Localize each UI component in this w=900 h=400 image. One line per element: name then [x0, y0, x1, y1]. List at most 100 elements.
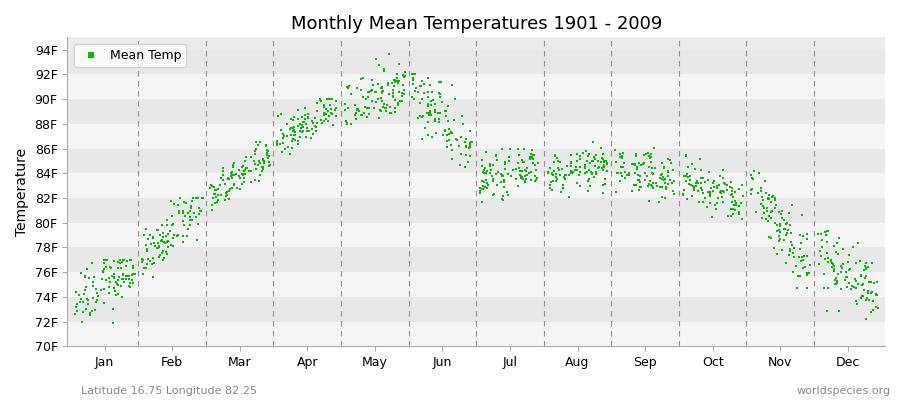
Point — [164, 242, 178, 249]
Point — [734, 216, 749, 222]
Point — [595, 164, 609, 171]
Point — [861, 287, 876, 294]
Point — [344, 91, 358, 97]
Point — [725, 185, 740, 192]
Point — [454, 134, 468, 140]
Point — [386, 86, 400, 93]
Point — [420, 110, 435, 116]
Point — [772, 233, 787, 239]
Point — [680, 164, 695, 170]
Point — [655, 194, 670, 200]
Point — [146, 274, 160, 280]
Bar — [68, 198, 885, 223]
Point — [248, 161, 262, 167]
Point — [137, 265, 151, 272]
Point — [115, 276, 130, 282]
Point — [579, 148, 593, 154]
Point — [869, 279, 884, 285]
Point — [499, 159, 513, 165]
Point — [503, 145, 517, 152]
Point — [237, 168, 251, 174]
Point — [251, 158, 266, 164]
Point — [646, 171, 661, 178]
Bar — [68, 322, 885, 346]
Point — [215, 172, 230, 178]
Point — [326, 122, 340, 128]
Point — [474, 163, 489, 170]
Point — [519, 172, 534, 178]
Point — [341, 105, 356, 111]
Point — [545, 178, 560, 184]
Y-axis label: Temperature: Temperature — [15, 148, 29, 236]
Point — [815, 237, 830, 243]
Point — [77, 273, 92, 280]
Point — [634, 172, 648, 179]
Point — [286, 132, 301, 138]
Point — [581, 151, 596, 157]
Point — [238, 158, 252, 164]
Point — [324, 110, 338, 116]
Point — [685, 193, 699, 199]
Point — [261, 148, 275, 154]
Point — [543, 165, 557, 171]
Point — [301, 111, 315, 118]
Point — [111, 265, 125, 271]
Point — [814, 253, 828, 259]
Bar — [68, 74, 885, 99]
Point — [109, 278, 123, 285]
Point — [616, 164, 631, 170]
Point — [724, 191, 739, 198]
Point — [216, 176, 230, 183]
Point — [712, 182, 726, 188]
Point — [287, 128, 302, 135]
Point — [636, 152, 651, 158]
Point — [627, 162, 642, 168]
Point — [663, 160, 678, 166]
Point — [496, 172, 510, 179]
Point — [210, 199, 224, 205]
Point — [704, 184, 718, 191]
Point — [596, 156, 610, 162]
Point — [147, 260, 161, 266]
Point — [259, 143, 274, 149]
Point — [260, 146, 274, 153]
Point — [97, 256, 112, 263]
Point — [734, 200, 748, 206]
Point — [117, 256, 131, 263]
Point — [445, 142, 459, 149]
Point — [824, 257, 838, 264]
Point — [119, 276, 133, 282]
Point — [753, 188, 768, 194]
Point — [388, 79, 402, 85]
Point — [856, 293, 870, 299]
Point — [205, 207, 220, 214]
Point — [213, 175, 228, 182]
Point — [234, 180, 248, 187]
Point — [448, 135, 463, 142]
Point — [374, 108, 389, 114]
Point — [366, 82, 381, 89]
Point — [709, 182, 724, 189]
Point — [523, 156, 537, 162]
Point — [632, 160, 646, 166]
Point — [171, 202, 185, 208]
Point — [341, 85, 356, 91]
Point — [433, 110, 447, 116]
Point — [781, 252, 796, 258]
Point — [869, 291, 884, 297]
Point — [459, 135, 473, 142]
Point — [796, 253, 811, 259]
Point — [163, 228, 177, 234]
Point — [146, 234, 160, 240]
Point — [236, 163, 250, 169]
Point — [548, 178, 562, 184]
Point — [599, 161, 614, 167]
Point — [348, 116, 363, 122]
Point — [207, 191, 221, 198]
Point — [253, 139, 267, 146]
Point — [310, 120, 324, 126]
Point — [782, 210, 796, 216]
Point — [170, 233, 184, 239]
Point — [122, 283, 136, 289]
Point — [192, 211, 206, 217]
